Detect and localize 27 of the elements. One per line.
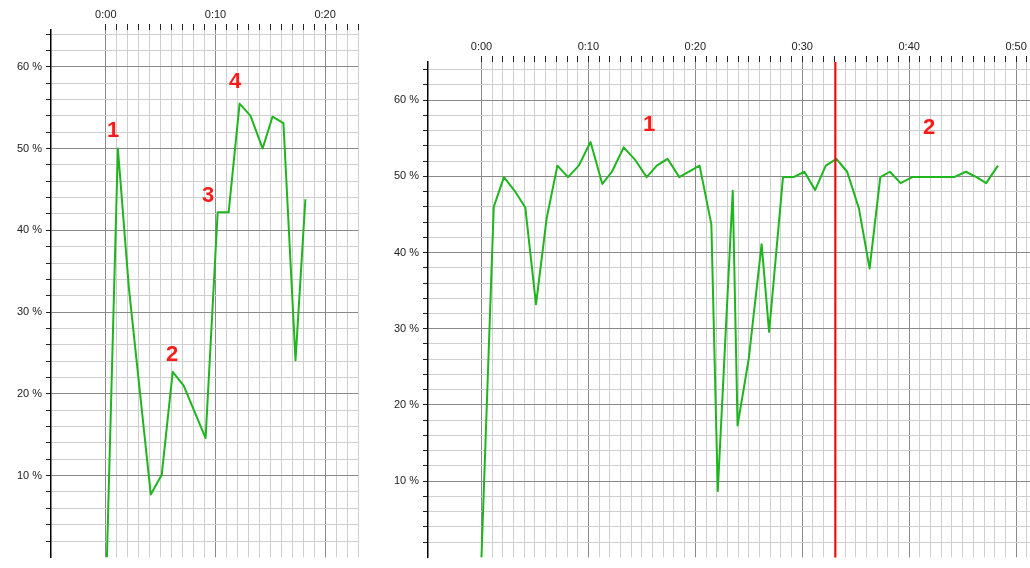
- y-tick-label: 40 %: [16, 223, 43, 236]
- y-tick-label: 50 %: [393, 169, 420, 182]
- x-tick-label: 0:20: [314, 8, 336, 21]
- y-tick-label: 30 %: [16, 305, 43, 318]
- y-tick-label: 50 %: [16, 141, 43, 154]
- x-tick-label: 0:50: [1005, 40, 1027, 53]
- y-tick-label: 30 %: [393, 321, 420, 334]
- annotation: 2: [922, 114, 936, 140]
- annotation: 1: [106, 117, 120, 143]
- x-tick-label: 0:00: [95, 8, 117, 21]
- y-tick-label: 60 %: [16, 59, 43, 72]
- x-tick-label: 0:30: [791, 40, 813, 53]
- annotation: 2: [165, 341, 179, 367]
- y-tick-label: 10 %: [16, 468, 43, 481]
- y-tick-label: 40 %: [393, 245, 420, 258]
- x-tick-label: 0:10: [204, 8, 227, 21]
- annotation: 1: [642, 111, 656, 137]
- annotation: 3: [201, 182, 215, 208]
- x-tick-label: 0:40: [898, 40, 920, 53]
- annotation: 4: [228, 68, 242, 94]
- y-tick-label: 10 %: [393, 474, 420, 487]
- x-tick-label: 0:10: [577, 40, 600, 53]
- y-tick-label: 60 %: [393, 93, 420, 106]
- y-tick-label: 20 %: [393, 398, 420, 410]
- x-tick-label: 0:00: [470, 40, 493, 53]
- y-tick-label: 20 %: [16, 386, 43, 399]
- x-tick-label: 0:20: [684, 40, 707, 53]
